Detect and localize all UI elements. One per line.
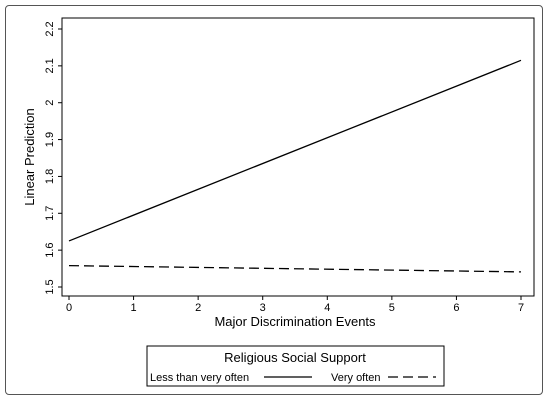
y-tick-label: 2	[44, 100, 56, 106]
plot-area	[61, 17, 535, 297]
x-tick-label: 2	[195, 302, 201, 314]
y-tick-label: 1.9	[44, 132, 56, 147]
y-axis-title: Linear Prediction	[22, 108, 37, 206]
legend-box	[146, 345, 445, 387]
y-tick-label: 2.1	[44, 58, 56, 73]
x-axis-title: Major Discrimination Events	[214, 314, 376, 329]
x-tick-label: 4	[324, 302, 330, 314]
x-tick-label: 7	[518, 302, 524, 314]
series-line-very-often	[68, 264, 522, 273]
legend-label-less-than-very-often: Less than very often	[150, 372, 249, 384]
legend: Religious Social Support Less than very …	[146, 345, 445, 387]
y-tick-label: 1.8	[44, 169, 56, 184]
x-tick-label: 3	[260, 302, 266, 314]
legend-title: Religious Social Support	[224, 350, 366, 365]
y-axis: 1.5 1.6 1.7 1.8 1.9 2 2.1 2.2	[44, 21, 62, 295]
y-tick-label: 1.7	[44, 206, 56, 221]
x-tick-label: 1	[131, 302, 137, 314]
y-tick-label: 1.5	[44, 279, 56, 294]
series-line-less-than-very-often	[68, 59, 522, 242]
series-lines	[68, 59, 522, 273]
y-tick-label: 2.2	[44, 21, 56, 36]
x-tick-label: 0	[66, 302, 72, 314]
chart-frame	[5, 5, 543, 395]
legend-label-very-often: Very often	[331, 372, 381, 384]
x-tick-label: 5	[389, 302, 395, 314]
y-tick-label: 1.6	[44, 242, 56, 257]
x-tick-label: 6	[453, 302, 459, 314]
x-axis: 0 1 2 3 4 5 6 7	[66, 296, 524, 314]
